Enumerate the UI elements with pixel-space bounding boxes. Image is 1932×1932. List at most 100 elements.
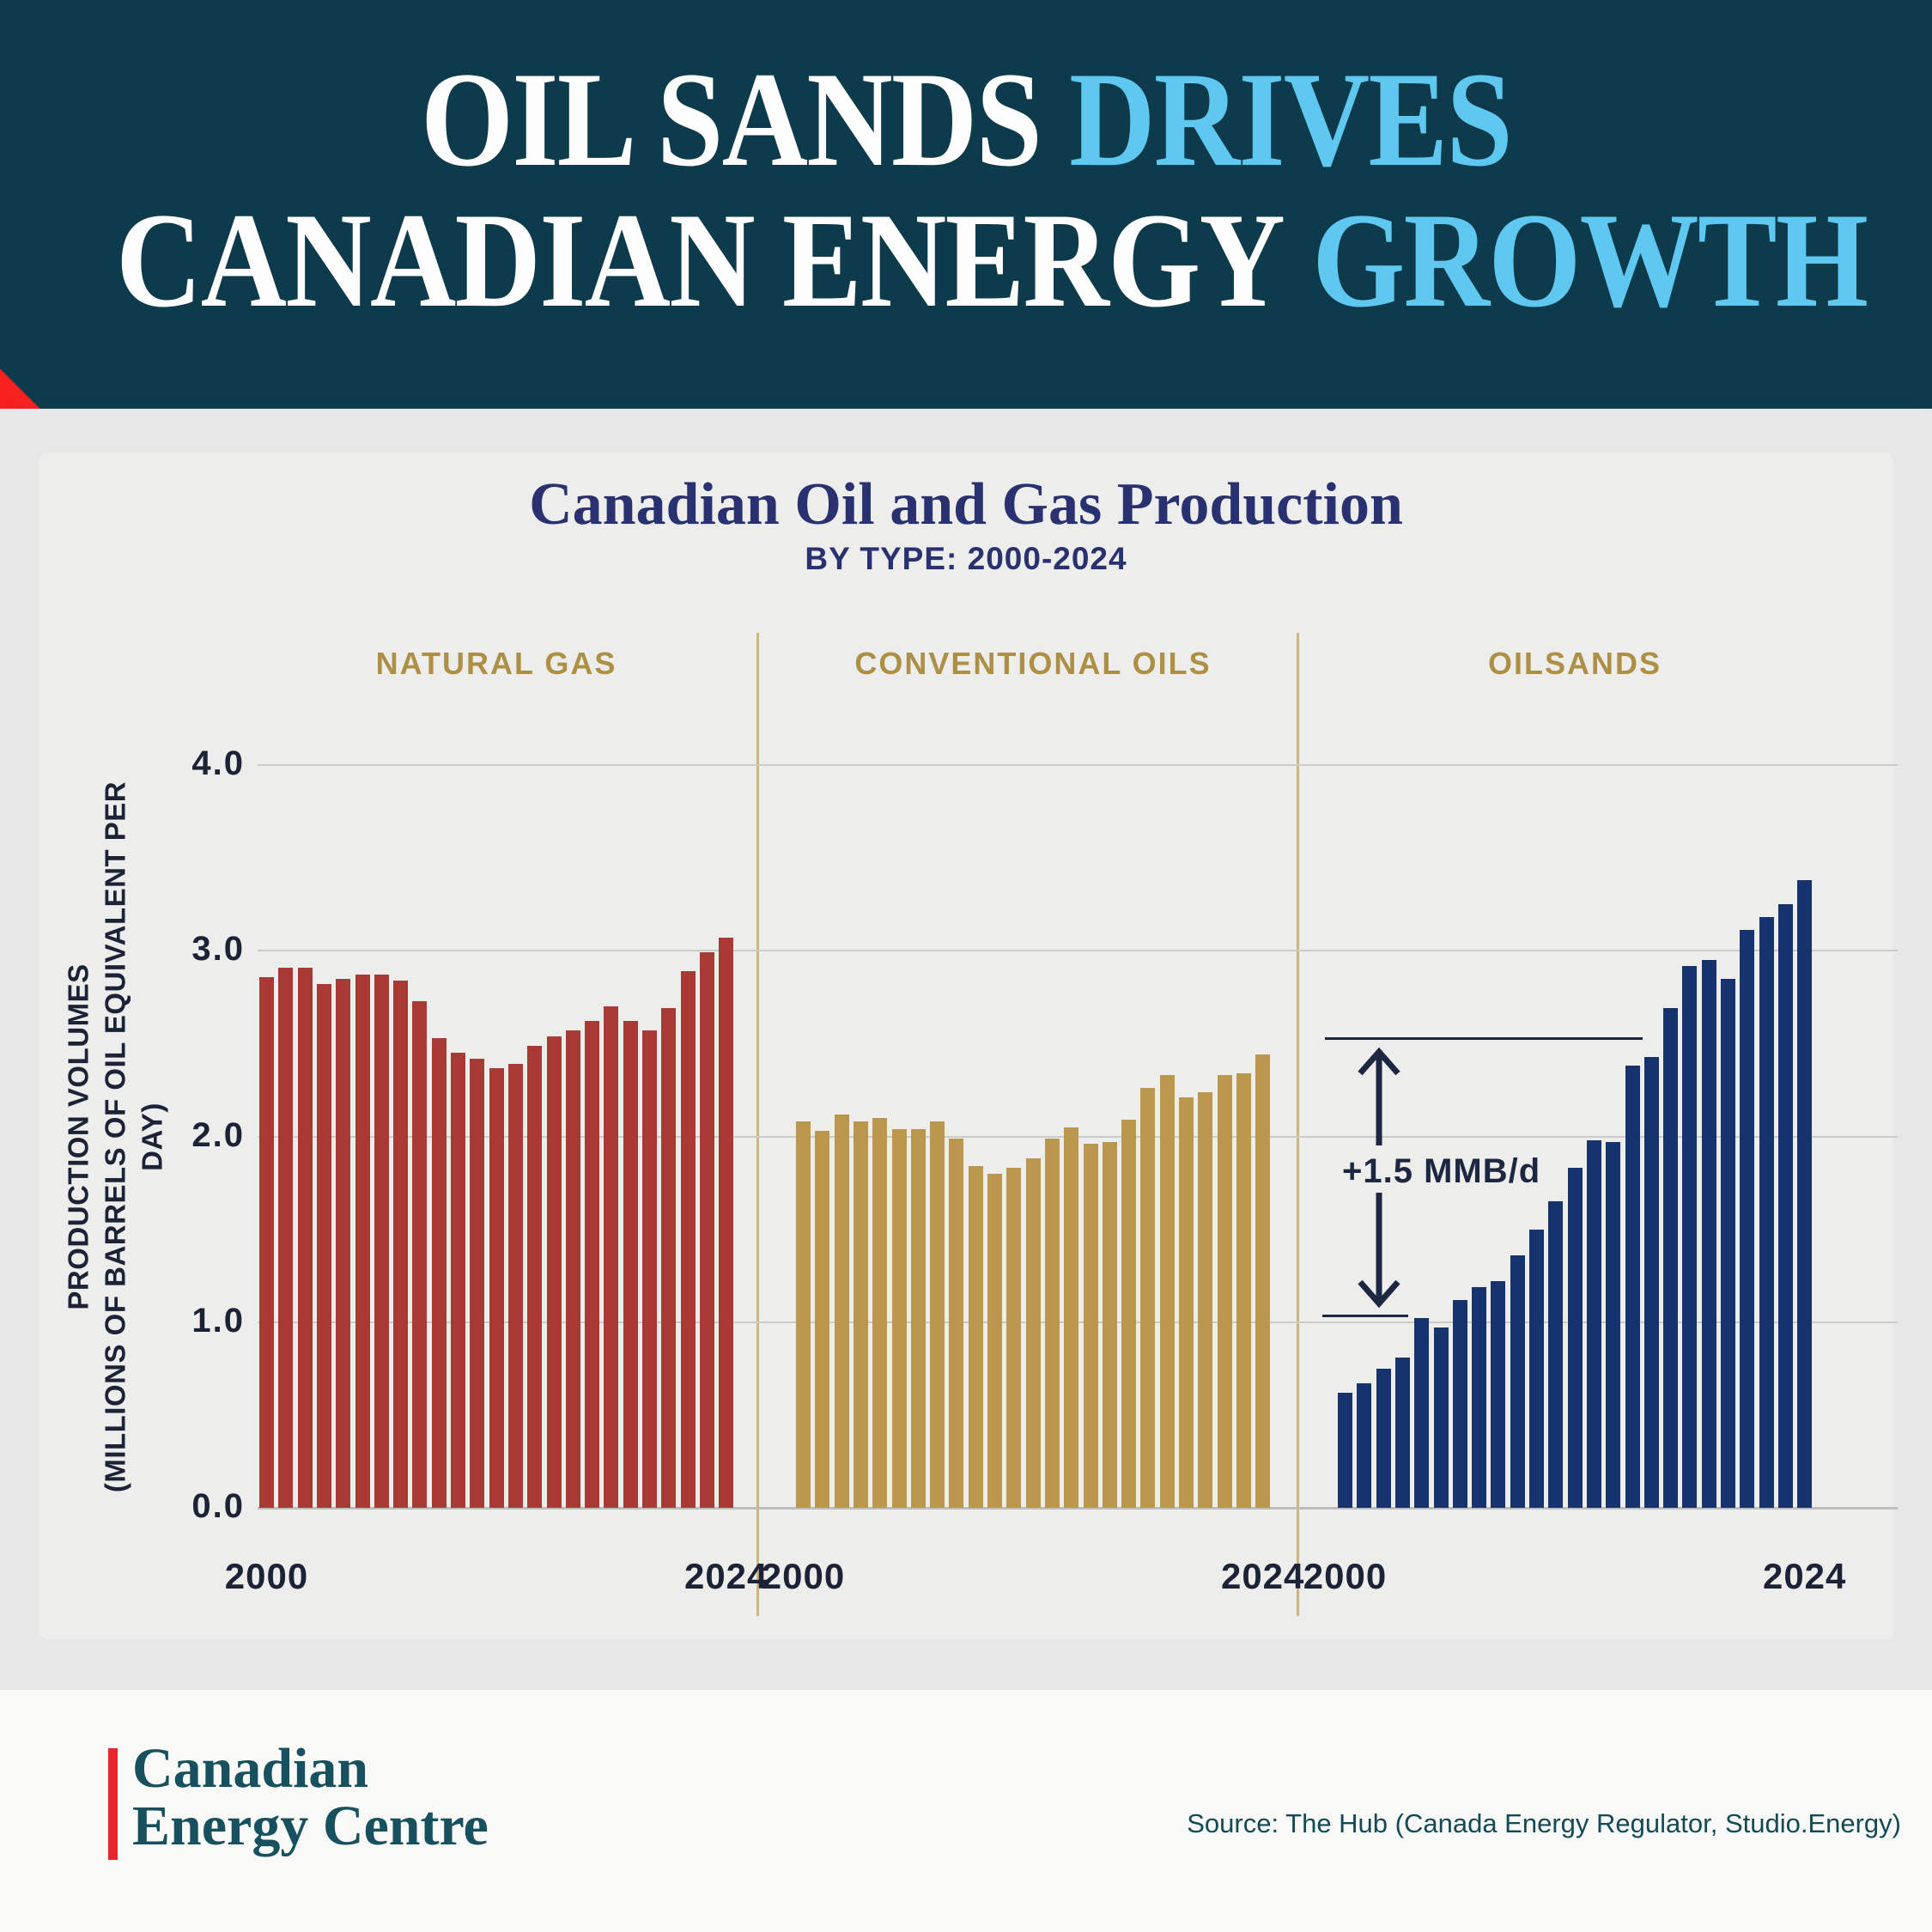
main-title-line-1: OIL SANDS DRIVES (116, 49, 1816, 191)
bar-conventional-oils-2019 (1159, 1075, 1175, 1508)
bar-natural-gas-2013 (507, 1064, 523, 1508)
bar-natural-gas-2019 (623, 1021, 638, 1508)
bar-conventional-oils-2012 (1025, 1158, 1041, 1508)
bar-natural-gas-2007 (393, 980, 409, 1508)
cec-logo: Canadian Energy Centre (132, 1740, 489, 1856)
bar-oilsands-2001 (1357, 1383, 1372, 1508)
footer: Canadian Energy Centre Source: The Hub (… (0, 1690, 1932, 1932)
bar-conventional-oils-2008 (949, 1138, 964, 1508)
bar-natural-gas-2020 (642, 1030, 657, 1508)
bar-conventional-oils-2024 (1255, 1054, 1271, 1508)
x-tick-label-oilsands-2024: 2024 (1762, 1556, 1847, 1596)
annotation-lower-line (1322, 1315, 1408, 1318)
bar-natural-gas-2016 (565, 1030, 580, 1508)
bar-conventional-oils-2016 (1102, 1142, 1117, 1508)
main-title-line-2: CANADIAN ENERGY GROWTH (116, 191, 1868, 331)
bar-natural-gas-2008 (412, 1000, 428, 1508)
bar-oilsands-2013 (1586, 1139, 1601, 1508)
x-tick-label-oilsands-2000: 2000 (1303, 1556, 1388, 1596)
bar-conventional-oils-2004 (872, 1117, 888, 1508)
bar-conventional-oils-2007 (930, 1121, 945, 1508)
x-tick-label-conventional-oils-2024: 2024 (1220, 1556, 1305, 1596)
gridline-3.0 (258, 950, 1898, 952)
y-tick-label-3.0: 3.0 (191, 930, 245, 969)
panel-divider (1297, 633, 1299, 1616)
y-tick-label-1.0: 1.0 (191, 1301, 245, 1340)
bar-conventional-oils-2006 (910, 1128, 926, 1508)
bar-conventional-oils-2013 (1044, 1138, 1060, 1508)
chart-title: Canadian Oil and Gas Production (529, 471, 1403, 538)
up-arrow-icon (1358, 1047, 1400, 1145)
cec-logo-red-bar-icon (108, 1748, 118, 1860)
bar-natural-gas-2001 (278, 967, 294, 1508)
bar-natural-gas-2022 (680, 971, 696, 1508)
x-tick-label-natural-gas-2024: 2024 (683, 1556, 769, 1596)
bar-conventional-oils-2003 (853, 1121, 868, 1508)
title-line1-white: OIL SANDS (420, 45, 1042, 195)
bar-conventional-oils-2002 (834, 1114, 849, 1508)
bar-natural-gas-2002 (297, 967, 313, 1508)
bar-oilsands-2014 (1606, 1142, 1621, 1508)
bar-natural-gas-2012 (489, 1067, 504, 1508)
y-axis-title-line1: PRODUCTION VOLUMES (62, 963, 94, 1310)
title-line2-blue: GROWTH (1312, 185, 1868, 337)
bar-natural-gas-2024 (719, 938, 734, 1508)
header-banner: OIL SANDS DRIVES CANADIAN ENERGY GROWTH (0, 0, 1932, 409)
bar-oilsands-2023 (1777, 904, 1793, 1508)
bar-oilsands-2011 (1548, 1201, 1564, 1508)
bar-oilsands-2017 (1663, 1008, 1679, 1508)
y-tick-label-2.0: 2.0 (191, 1115, 245, 1154)
x-tick-label-natural-gas-2000: 2000 (224, 1556, 309, 1596)
bar-oilsands-2006 (1452, 1299, 1467, 1508)
bar-oilsands-2000 (1338, 1392, 1352, 1508)
title-line1-blue: DRIVES (1069, 45, 1513, 195)
bar-oilsands-2008 (1491, 1281, 1506, 1508)
chart-subtitle: BY TYPE: 2000-2024 (805, 541, 1127, 576)
bar-conventional-oils-2014 (1064, 1127, 1079, 1508)
bar-oilsands-2005 (1433, 1327, 1449, 1508)
bar-oilsands-2003 (1394, 1357, 1410, 1508)
bar-oilsands-2020 (1721, 978, 1735, 1508)
title-line2-white: CANADIAN ENERGY (116, 185, 1285, 337)
bar-conventional-oils-2011 (1006, 1168, 1022, 1508)
annotation-upper-line (1325, 1036, 1643, 1040)
bar-conventional-oils-2023 (1236, 1072, 1251, 1508)
bar-natural-gas-2015 (546, 1036, 562, 1508)
panel-title-oilsands: OILSANDS (1487, 646, 1662, 681)
cec-logo-line1: Canadian (132, 1737, 369, 1800)
bar-conventional-oils-2022 (1217, 1075, 1232, 1508)
cec-logo-line2: Energy Centre (132, 1795, 489, 1858)
bar-conventional-oils-2018 (1140, 1088, 1156, 1508)
bar-oilsands-2009 (1510, 1255, 1525, 1508)
bar-oilsands-2002 (1376, 1368, 1391, 1508)
bar-oilsands-2012 (1567, 1168, 1583, 1508)
bar-natural-gas-2006 (374, 975, 389, 1508)
bar-oilsands-2016 (1643, 1056, 1659, 1508)
bar-oilsands-2004 (1414, 1318, 1430, 1508)
down-arrow-icon (1358, 1193, 1400, 1309)
bar-natural-gas-2021 (661, 1008, 677, 1508)
x-tick-label-conventional-oils-2000: 2000 (761, 1556, 846, 1596)
title-space (1041, 45, 1069, 195)
plot-area (258, 764, 1898, 1510)
bar-oilsands-2019 (1701, 960, 1716, 1508)
bar-conventional-oils-2000 (796, 1121, 811, 1508)
bar-natural-gas-2014 (527, 1045, 543, 1508)
bar-natural-gas-2009 (431, 1037, 447, 1508)
bar-conventional-oils-2021 (1198, 1091, 1213, 1508)
bar-oilsands-2010 (1529, 1229, 1544, 1508)
bar-oilsands-2007 (1472, 1286, 1487, 1508)
bar-oilsands-2024 (1797, 880, 1813, 1508)
bar-natural-gas-2005 (355, 975, 370, 1508)
bar-natural-gas-2017 (585, 1021, 600, 1508)
panel-title-conventional-oils: CONVENTIONAL OILS (854, 646, 1212, 681)
bar-natural-gas-2023 (699, 952, 714, 1508)
panel-divider (756, 633, 759, 1616)
bar-conventional-oils-2005 (891, 1128, 907, 1508)
bar-oilsands-2015 (1625, 1066, 1640, 1508)
bar-conventional-oils-2020 (1179, 1097, 1194, 1508)
bar-conventional-oils-2015 (1083, 1144, 1098, 1508)
bar-natural-gas-2000 (259, 976, 274, 1508)
y-tick-label-4.0: 4.0 (191, 744, 245, 782)
